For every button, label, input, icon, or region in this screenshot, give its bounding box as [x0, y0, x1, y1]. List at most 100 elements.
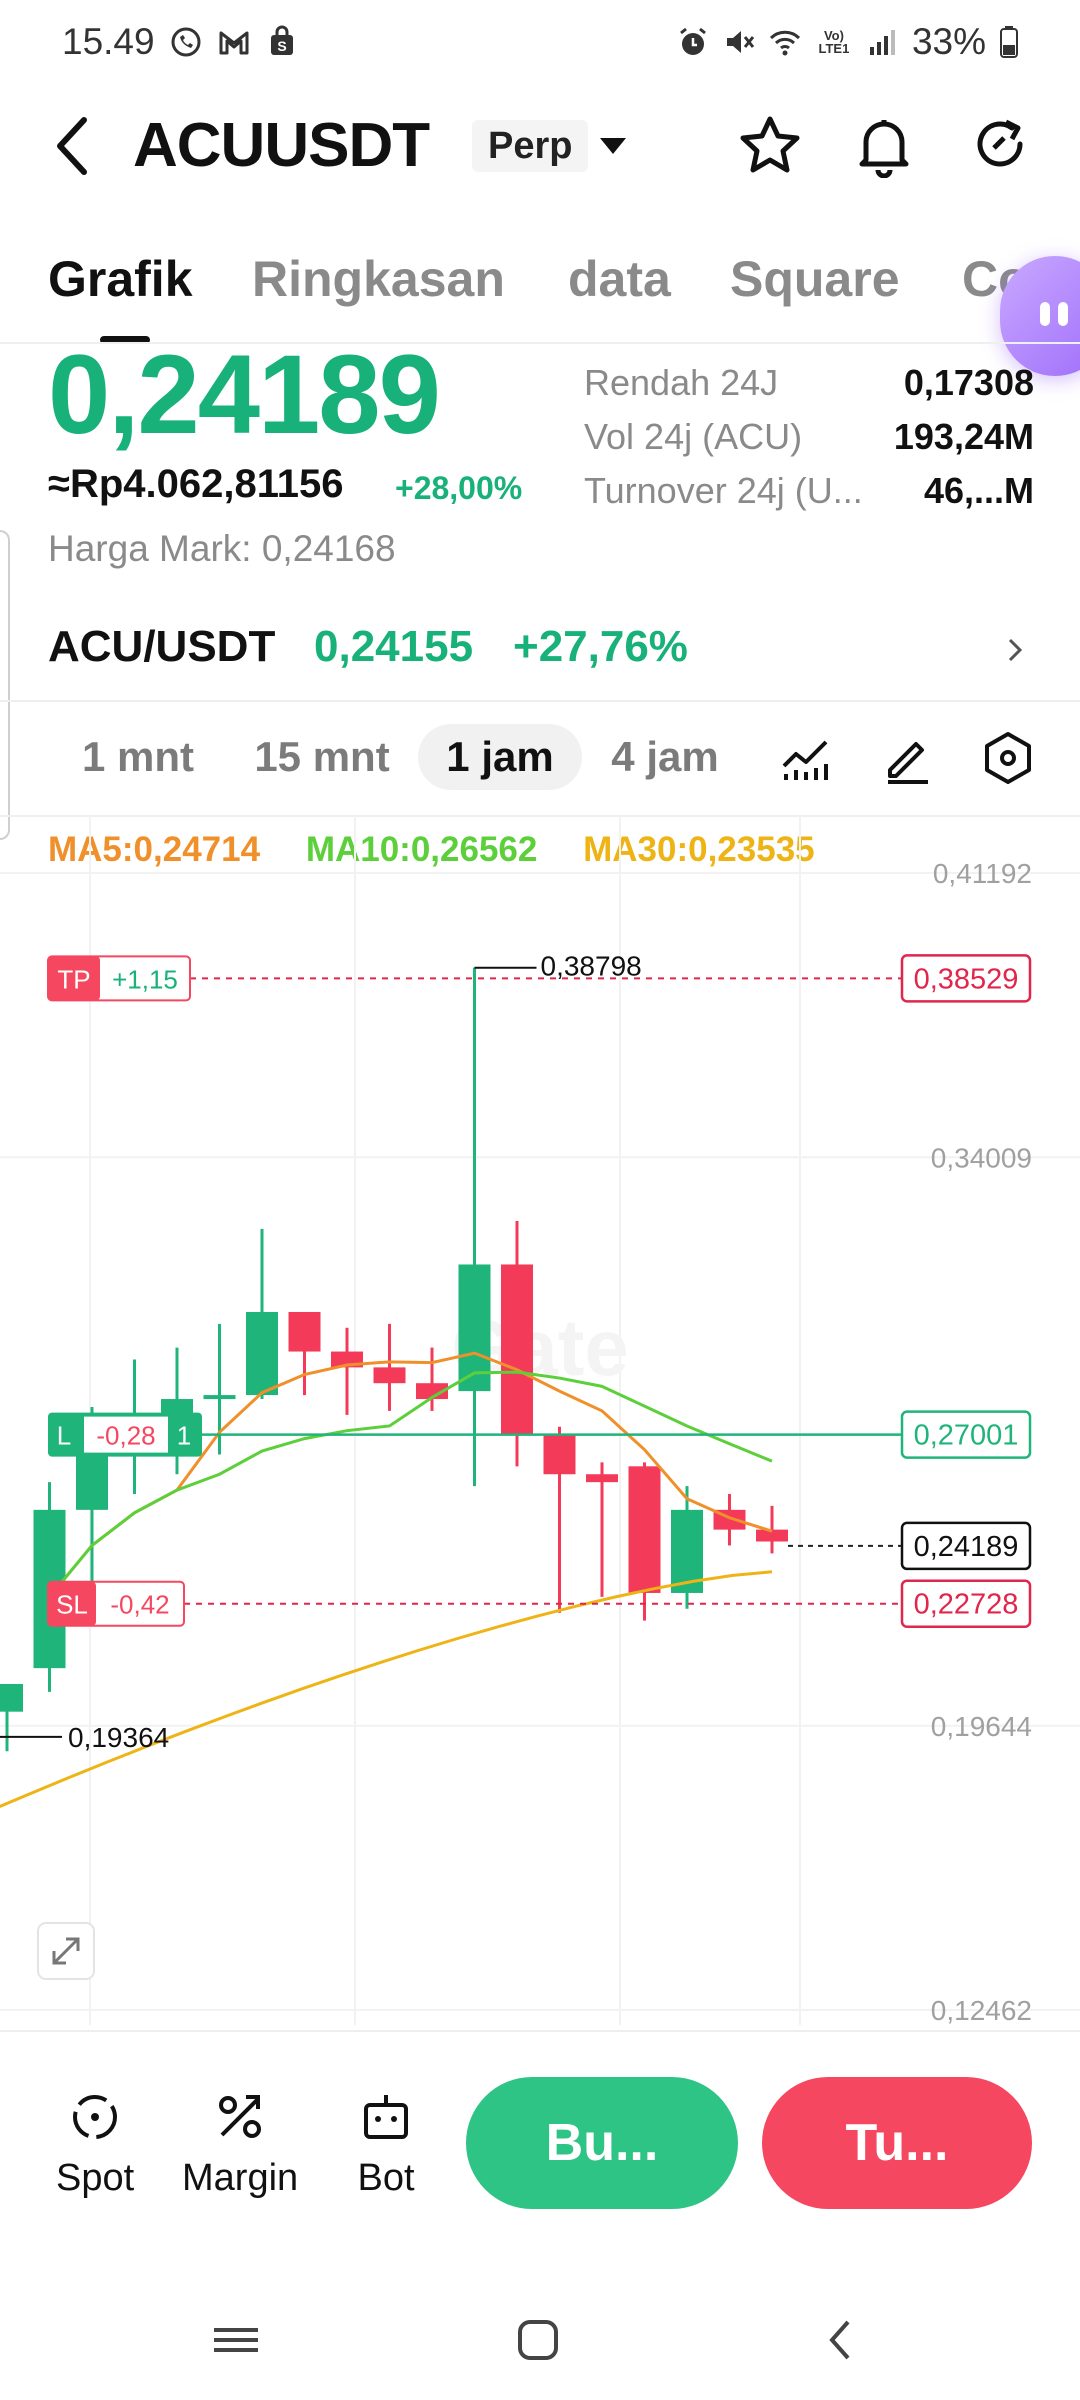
price-chart[interactable]: 0,41192 0,34009 0,19644 0,12462 Gate 0,38798 0…: [0, 815, 1080, 2026]
timeframe-bar: 1 mnt 15 mnt 1 jam 4 jam: [0, 710, 1080, 800]
stat-label: Rendah 24J: [584, 362, 779, 403]
timeframe-1h[interactable]: 1 jam: [418, 724, 582, 790]
candle-body: [246, 1311, 278, 1396]
low-label: 0,19364: [68, 1722, 169, 1753]
price-idr: ≈Rp4.062,81156: [48, 462, 344, 506]
sell-button[interactable]: Tu...: [762, 2077, 1032, 2209]
battery-icon: [998, 25, 1020, 59]
tp-price: 0,38529: [914, 963, 1019, 995]
price-change-pct: +28,00%: [395, 470, 523, 506]
floating-assistant-bubble[interactable]: [1000, 256, 1080, 376]
spot-label: Spot: [56, 2157, 135, 2199]
refresh-icon[interactable]: [964, 110, 1036, 182]
entry-qty: 1: [177, 1421, 191, 1451]
timeframe-4h[interactable]: 4 jam: [611, 733, 719, 780]
svg-text:S: S: [277, 38, 286, 54]
volte-icon: Vo) LTE1: [818, 28, 850, 56]
draw-pencil-icon[interactable]: [878, 728, 938, 788]
ma5-label: MA5:0,24714: [48, 830, 261, 869]
recent-apps-icon[interactable]: [196, 2300, 276, 2380]
candle-body: [416, 1383, 448, 1400]
settings-hexagon-icon[interactable]: [978, 728, 1038, 788]
home-icon[interactable]: [498, 2300, 578, 2380]
divider: [0, 342, 1080, 344]
candle-body: [586, 1474, 618, 1483]
y-tick-label: 0,41192: [933, 858, 1032, 889]
stat-label: Vol 24j (ACU): [584, 416, 803, 457]
tab-ringkasan[interactable]: Ringkasan: [252, 251, 505, 307]
y-tick-label: 0,12462: [931, 1995, 1032, 2025]
ma5-line: [48, 1351, 773, 1598]
timeframe-1m[interactable]: 1 mnt: [81, 733, 194, 780]
alarm-icon: [676, 25, 710, 59]
mark-price-value: 0,24168: [261, 528, 396, 569]
chart-canvas: 0,411920,340090,196440,12462Gate0,387980…: [0, 815, 1080, 2026]
stat-value: 193,24M: [893, 416, 1034, 457]
divider: [0, 815, 1080, 817]
candle-body: [501, 1264, 533, 1435]
back-button[interactable]: [44, 114, 100, 178]
candle-body: [373, 1367, 406, 1384]
bot-action[interactable]: Bot: [356, 2087, 416, 2200]
buy-button[interactable]: Bu...: [466, 2077, 738, 2209]
candle-body: [756, 1529, 788, 1542]
margin-label: Margin: [182, 2157, 299, 2199]
sl-tag: SL: [56, 1590, 88, 1620]
system-nav-bar: [0, 2260, 1080, 2400]
wifi-icon: [768, 25, 802, 59]
ma30-line: [0, 1570, 773, 1809]
candle-body: [203, 1395, 236, 1400]
signal-icon: [866, 25, 900, 59]
margin-icon: [219, 2095, 262, 2138]
tab-data[interactable]: data: [568, 251, 671, 307]
current-box: [900, 1521, 1032, 1571]
indicator-icon[interactable]: [776, 728, 836, 788]
margin-action[interactable]: Margin: [182, 2087, 298, 2200]
sl-tag-bg: [48, 1581, 96, 1626]
spot-change-pct: +27,76%: [513, 622, 688, 671]
y-tick-label: 0,34009: [931, 1142, 1032, 1173]
candle-body: [161, 1399, 193, 1415]
spot-pair-row[interactable]: ACU/USDT 0,24155 +27,76%: [0, 612, 1080, 692]
entry-tag: L: [57, 1421, 71, 1451]
high-label: 0,38798: [541, 951, 642, 982]
tab-square[interactable]: Square: [730, 251, 900, 307]
candle-body: [0, 1683, 23, 1712]
sl-price: 0,22728: [914, 1589, 1019, 1621]
stat-label: Turnover 24j (U...: [584, 470, 863, 511]
bell-icon[interactable]: [848, 110, 920, 182]
tp-box: [900, 954, 1032, 1003]
pair-title[interactable]: ACUUSDT: [133, 111, 430, 180]
spot-action[interactable]: Spot: [56, 2087, 134, 2200]
header: ACUUSDT Perp: [0, 96, 1080, 196]
star-icon[interactable]: [734, 110, 806, 182]
spot-pair-name: ACU/USDT: [48, 622, 276, 671]
gmail-icon: [217, 25, 251, 59]
candle-body: [288, 1311, 321, 1352]
back-nav-icon[interactable]: [800, 2300, 880, 2380]
candle-body: [543, 1434, 576, 1475]
entry-pnl-bg: [84, 1416, 168, 1453]
chevron-right-icon: [1004, 630, 1028, 670]
sl-pnl: -0,42: [110, 1590, 169, 1620]
entry-pnl: -0,28: [96, 1421, 155, 1451]
shopping-bag-icon: S: [265, 25, 299, 59]
contract-type-badge[interactable]: Perp: [472, 120, 589, 172]
stat-row: Vol 24j (ACU) 193,24M: [584, 416, 1034, 466]
tp-tag: TP: [57, 964, 90, 994]
tab-grafik[interactable]: Grafik: [48, 251, 193, 307]
tab-underline: [100, 336, 150, 344]
stat-row: Turnover 24j (U... 46,...M: [584, 470, 1034, 520]
current-price: 0,24189: [914, 1531, 1019, 1563]
battery-percent: 33%: [911, 21, 986, 62]
spot-price: 0,24155: [314, 622, 474, 671]
stat-row: Rendah 24J 0,17308: [584, 362, 1034, 412]
whatsapp-icon: [169, 25, 203, 59]
candle-body: [671, 1509, 703, 1593]
candle-body: [458, 1264, 491, 1392]
caret-down-icon[interactable]: [598, 134, 628, 158]
timeframe-15m[interactable]: 15 mnt: [254, 733, 390, 780]
status-time: 15.49: [62, 21, 155, 62]
expand-icon-glyph: [52, 1937, 80, 1965]
last-price: 0,24189: [48, 332, 441, 457]
